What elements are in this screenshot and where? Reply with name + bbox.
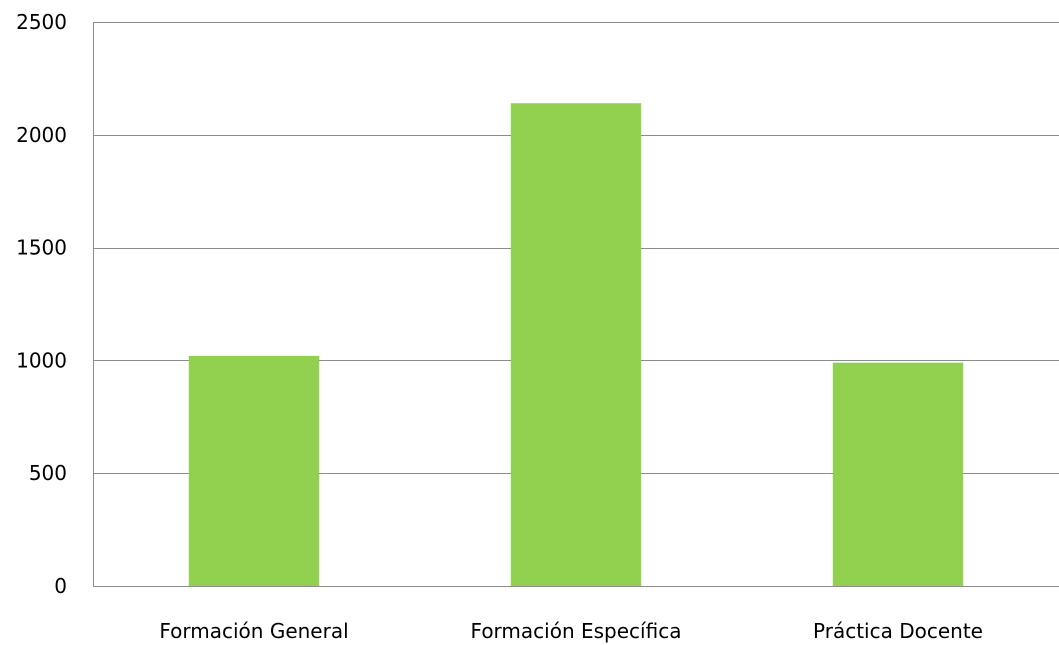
y-tick-label: 0 xyxy=(54,574,67,598)
x-category-label: Práctica Docente xyxy=(813,619,983,643)
bar-1 xyxy=(188,355,320,586)
x-category-label: Formación Específica xyxy=(471,619,682,643)
axes xyxy=(93,22,1059,587)
y-tick-label: 2500 xyxy=(16,10,67,34)
y-tick-label: 2000 xyxy=(16,123,67,147)
bar-3 xyxy=(832,362,964,586)
y-tick-label: 1500 xyxy=(16,236,67,260)
bar-2 xyxy=(510,103,642,586)
x-category-label: Formación General xyxy=(159,619,348,643)
y-tick-label: 1000 xyxy=(16,348,67,372)
x-category-labels: Formación General Formación Específica Prá… xyxy=(159,619,983,643)
y-tick-label: 500 xyxy=(29,461,67,485)
bars xyxy=(188,103,964,586)
y-tick-labels: 0 500 1000 1500 2000 2500 xyxy=(16,10,67,598)
